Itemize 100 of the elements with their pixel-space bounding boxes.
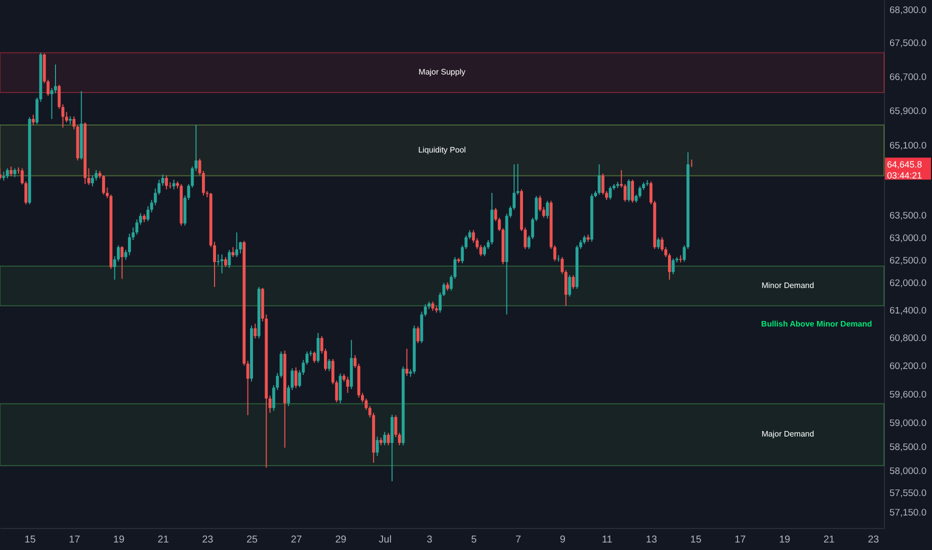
y-tick-label: 61,400.0 — [890, 305, 926, 316]
x-tick-label: 29 — [335, 534, 347, 546]
candlestick — [346, 376, 350, 394]
candlestick — [20, 168, 24, 186]
x-tick-label: 5 — [471, 534, 478, 546]
candlestick — [560, 256, 564, 274]
candlestick — [202, 170, 205, 196]
x-tick-label: 21 — [158, 534, 170, 546]
y-tick-label: 57,150.0 — [890, 508, 926, 519]
candlestick — [386, 432, 390, 446]
y-tick-label: 66,700.0 — [890, 72, 926, 83]
band-label: Major Demand — [762, 430, 814, 439]
x-tick-label: 19 — [113, 534, 125, 546]
candlestick — [568, 274, 572, 298]
x-tick-label: 19 — [779, 534, 791, 546]
candlestick — [638, 186, 642, 198]
y-tick-label: 65,100.0 — [890, 140, 926, 152]
band-label: Major Supply — [418, 68, 466, 77]
candlestick — [494, 207, 498, 222]
text: 64,645.8 — [887, 160, 922, 170]
y-tick-label: 63,500.0 — [890, 210, 926, 222]
candlestick — [534, 195, 538, 222]
y-tick-label: 60,200.0 — [890, 361, 926, 372]
y-tick-label: 62,000.0 — [890, 278, 926, 289]
candlestick — [232, 246, 234, 258]
x-tick-label: 3 — [426, 534, 433, 546]
candlestick — [10, 166, 13, 177]
candlestick — [254, 323, 257, 339]
text: 03:44:21 — [887, 170, 922, 181]
x-tick-label: Jul — [378, 534, 392, 546]
candlestick — [116, 244, 120, 262]
candlestick — [61, 104, 64, 128]
y-tick-label: 67,500.0 — [890, 38, 926, 50]
y-tick-label: 58,500.0 — [890, 442, 926, 453]
candlestick — [479, 244, 482, 257]
candlestick — [172, 179, 176, 190]
candlestick — [598, 164, 601, 196]
candlestick — [672, 258, 675, 275]
candlestick — [216, 254, 220, 266]
candlestick — [376, 436, 379, 456]
x-tick-label: 23 — [202, 534, 214, 546]
y-tick-label: 59,600.0 — [890, 389, 926, 400]
band-label: Minor Demand — [762, 280, 814, 290]
candlestick — [272, 384, 276, 412]
y-tick-label: 63,000.0 — [890, 232, 926, 244]
candlestick — [453, 256, 456, 280]
candlestick — [553, 244, 556, 262]
x-tick-label: 27 — [290, 534, 302, 546]
x-tick-label: 25 — [246, 534, 258, 546]
candlestick — [298, 370, 302, 388]
candlestick — [32, 114, 35, 126]
x-tick-label: 15 — [690, 534, 702, 546]
candlestick — [354, 354, 357, 368]
candlestick — [424, 304, 427, 317]
candlestick — [24, 180, 28, 205]
candlestick — [516, 163, 520, 196]
y-tick-label: 65,900.0 — [890, 106, 926, 117]
candlestick — [102, 174, 106, 196]
candlestick — [608, 186, 612, 200]
candlestick — [228, 249, 231, 268]
candlestick — [312, 351, 316, 364]
candlestick — [660, 236, 664, 252]
candlestick — [235, 232, 238, 258]
x-tick-label: 9 — [560, 534, 566, 546]
y-tick-label: 60,800.0 — [890, 333, 926, 344]
candlestick — [442, 282, 446, 297]
candlestick — [564, 270, 568, 306]
y-tick-label: 68,300.0 — [890, 4, 926, 16]
x-tick-label: 17 — [68, 534, 80, 546]
candlestick — [294, 366, 298, 389]
candlestick — [113, 256, 116, 280]
candlestick — [405, 348, 408, 376]
candlestick — [416, 326, 420, 344]
y-tick-label: 59,000.0 — [890, 418, 926, 429]
x-tick-label: 15 — [24, 534, 36, 546]
candlestick — [438, 292, 442, 314]
candlestick — [316, 332, 320, 364]
y-tick-label: 62,500.0 — [890, 255, 926, 266]
x-tick-label: 17 — [734, 534, 746, 546]
x-tick-label: 11 — [602, 534, 613, 546]
candlestick — [246, 360, 250, 416]
candlestick — [6, 168, 9, 179]
x-tick-label: 23 — [868, 534, 880, 546]
band-label: Liquidity Pool — [418, 145, 466, 154]
candlestick — [627, 178, 630, 202]
candlestick — [631, 179, 634, 204]
candlestick — [328, 358, 331, 372]
candlestick — [383, 431, 386, 446]
x-tick-label: 7 — [516, 534, 522, 546]
y-tick-label: 57,550.0 — [890, 488, 926, 499]
candlestick — [656, 237, 660, 250]
y-tick-label: 58,000.0 — [890, 466, 926, 478]
candlestick — [58, 84, 61, 110]
candlestick — [546, 200, 549, 220]
x-tick-label: 21 — [823, 534, 836, 546]
candlestick — [572, 274, 575, 290]
annotation: Bullish Above Minor Demand — [761, 320, 872, 329]
candlestick — [224, 256, 228, 268]
candlestick — [164, 174, 168, 190]
x-tick-label: 13 — [646, 534, 658, 546]
